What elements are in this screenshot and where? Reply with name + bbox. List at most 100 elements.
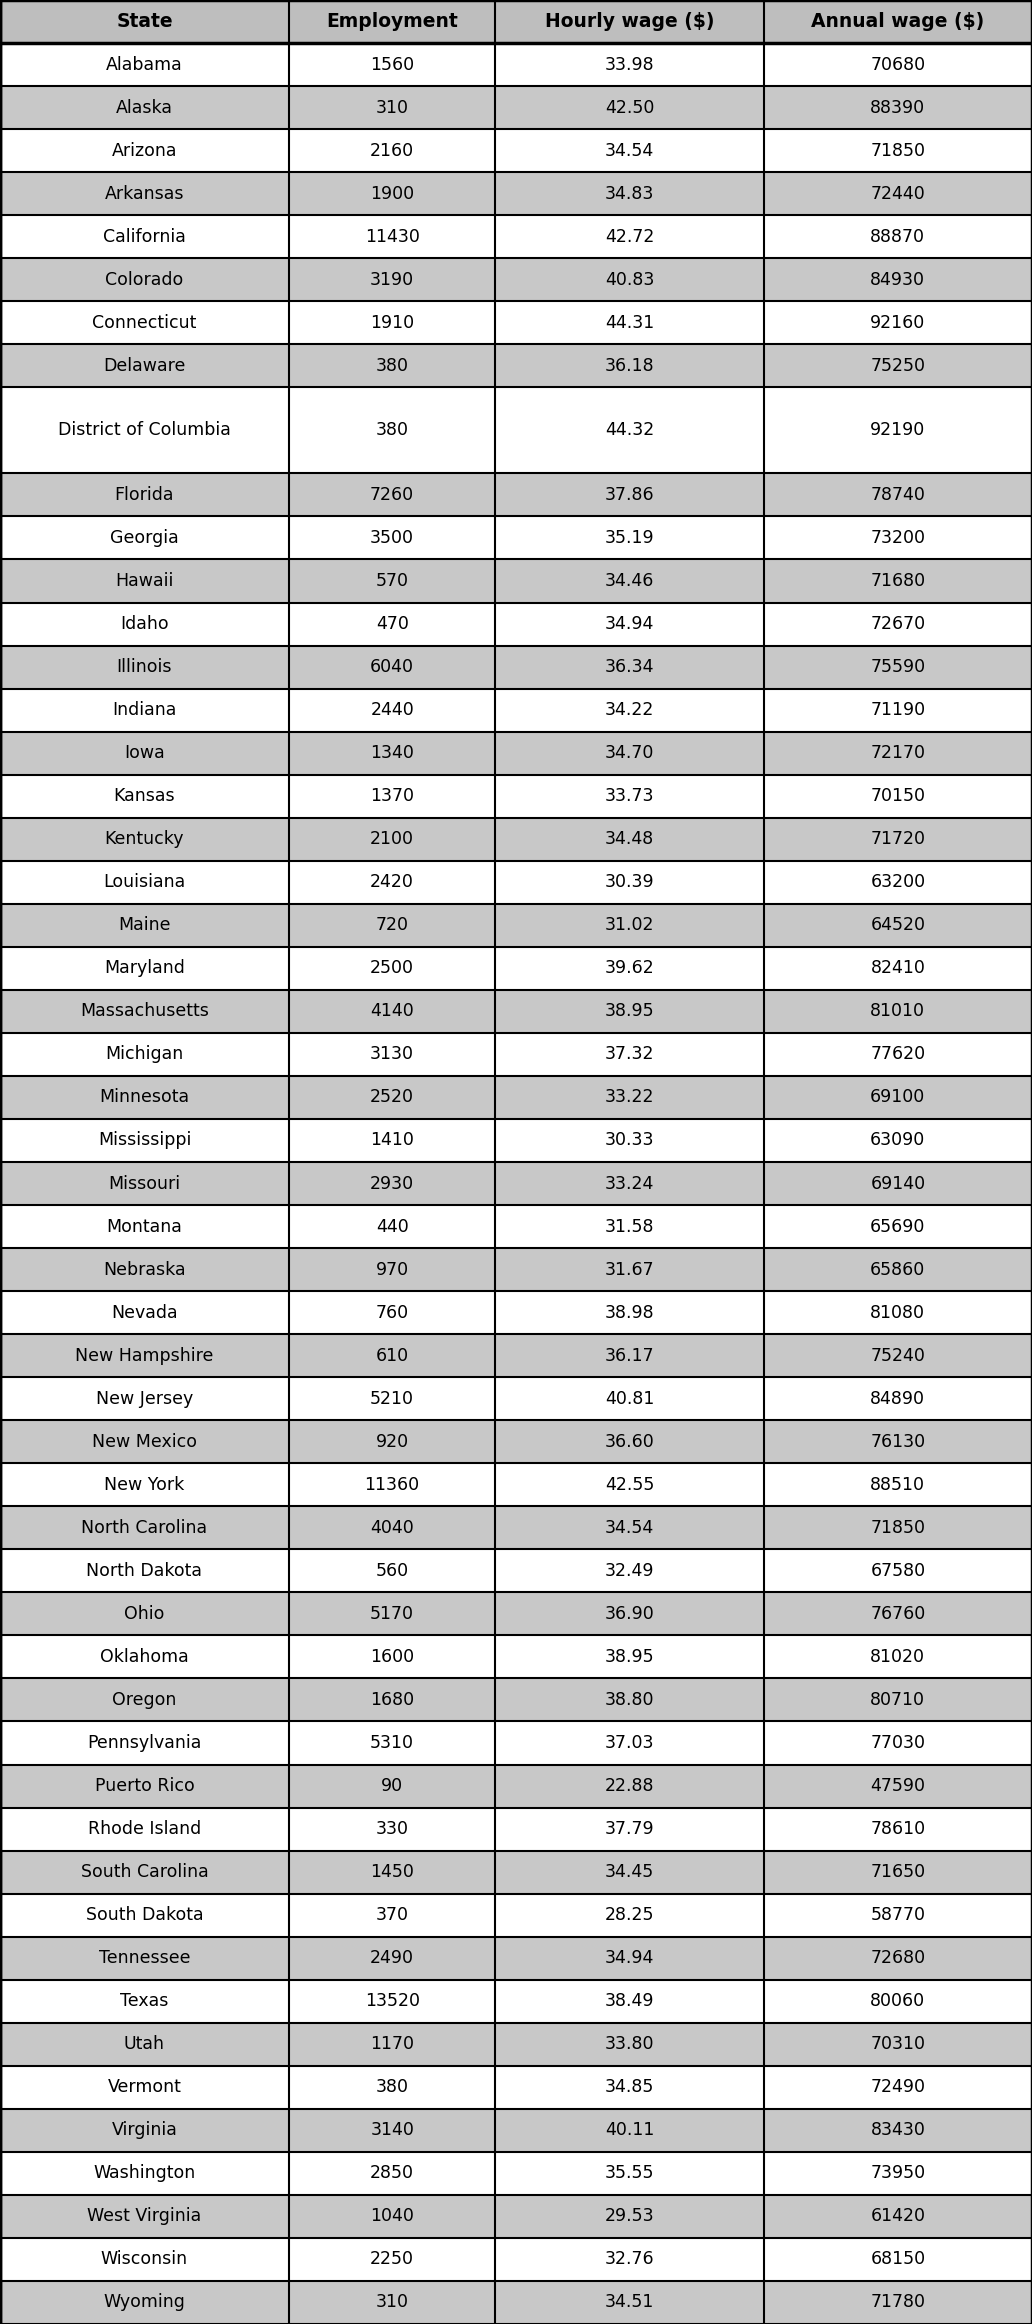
Bar	[0, 1764, 289, 1808]
Bar	[764, 1292, 1032, 1334]
Bar	[0, 44, 289, 86]
Text: North Dakota: North Dakota	[87, 1562, 202, 1580]
Text: 13520: 13520	[364, 1992, 420, 2010]
Text: Arizona: Arizona	[111, 142, 178, 160]
Bar	[495, 990, 764, 1032]
Text: 440: 440	[376, 1218, 409, 1236]
Text: Louisiana: Louisiana	[103, 874, 186, 892]
Text: Iowa: Iowa	[124, 744, 165, 762]
Bar	[495, 1980, 764, 2022]
Bar	[764, 860, 1032, 904]
Text: 92190: 92190	[870, 421, 926, 439]
Text: 36.34: 36.34	[605, 658, 654, 676]
Bar	[764, 2108, 1032, 2152]
Text: Maryland: Maryland	[104, 960, 185, 978]
Bar	[0, 602, 289, 646]
Bar	[0, 216, 289, 258]
Bar	[764, 344, 1032, 388]
Bar	[495, 1378, 764, 1420]
Text: 40.81: 40.81	[605, 1390, 654, 1408]
Bar	[495, 1334, 764, 1378]
Bar	[495, 388, 764, 474]
Bar	[764, 302, 1032, 344]
Text: 380: 380	[376, 2078, 409, 2096]
Bar	[764, 1032, 1032, 1076]
Bar	[764, 258, 1032, 302]
Bar	[764, 2238, 1032, 2280]
Bar	[495, 474, 764, 516]
Bar	[289, 44, 495, 86]
Bar	[764, 1076, 1032, 1118]
Text: 2420: 2420	[370, 874, 414, 892]
Bar	[0, 1248, 289, 1292]
Text: New Hampshire: New Hampshire	[75, 1346, 214, 1364]
Text: 1680: 1680	[370, 1692, 414, 1708]
Bar	[495, 1678, 764, 1722]
Bar	[289, 560, 495, 602]
Bar	[0, 258, 289, 302]
Bar	[289, 1850, 495, 1894]
Text: 30.39: 30.39	[605, 874, 654, 892]
Bar	[495, 1936, 764, 1980]
Text: 2520: 2520	[370, 1088, 414, 1106]
Text: Kansas: Kansas	[114, 788, 175, 804]
Text: 72680: 72680	[870, 1950, 926, 1966]
Bar	[764, 1722, 1032, 1764]
Text: 1600: 1600	[370, 1648, 414, 1666]
Bar	[764, 602, 1032, 646]
Bar	[495, 0, 764, 44]
Text: Montana: Montana	[106, 1218, 183, 1236]
Text: 44.32: 44.32	[605, 421, 654, 439]
Bar	[0, 904, 289, 946]
Text: 76130: 76130	[870, 1432, 926, 1450]
Text: Colorado: Colorado	[105, 270, 184, 288]
Text: Ohio: Ohio	[124, 1606, 165, 1622]
Text: 78740: 78740	[870, 486, 926, 504]
Bar	[495, 1118, 764, 1162]
Bar	[289, 2022, 495, 2066]
Bar	[495, 1636, 764, 1678]
Text: 77030: 77030	[870, 1734, 926, 1752]
Bar	[0, 86, 289, 130]
Text: 34.51: 34.51	[605, 2294, 654, 2312]
Bar	[0, 1206, 289, 1248]
Text: 3190: 3190	[370, 270, 414, 288]
Text: 6040: 6040	[370, 658, 414, 676]
Bar	[289, 1162, 495, 1206]
Text: 80060: 80060	[870, 1992, 926, 2010]
Text: 610: 610	[376, 1346, 409, 1364]
Bar	[764, 1378, 1032, 1420]
Bar	[289, 0, 495, 44]
Bar	[289, 1032, 495, 1076]
Bar	[764, 516, 1032, 560]
Bar	[495, 688, 764, 732]
Text: New Mexico: New Mexico	[92, 1432, 197, 1450]
Bar	[495, 86, 764, 130]
Bar	[764, 388, 1032, 474]
Bar	[0, 1032, 289, 1076]
Text: 1410: 1410	[370, 1132, 414, 1150]
Text: 5170: 5170	[370, 1606, 414, 1622]
Text: 75250: 75250	[870, 358, 926, 374]
Bar	[764, 1248, 1032, 1292]
Bar	[495, 2066, 764, 2108]
Text: 44.31: 44.31	[605, 314, 654, 332]
Text: 88870: 88870	[870, 228, 926, 246]
Bar	[0, 1378, 289, 1420]
Text: Massachusetts: Massachusetts	[80, 1002, 208, 1020]
Text: 70680: 70680	[870, 56, 926, 74]
Text: 36.60: 36.60	[605, 1432, 654, 1450]
Bar	[764, 2152, 1032, 2194]
Bar	[495, 44, 764, 86]
Bar	[0, 1808, 289, 1850]
Bar	[289, 1464, 495, 1506]
Bar	[289, 774, 495, 818]
Text: 33.24: 33.24	[605, 1174, 654, 1192]
Bar	[0, 474, 289, 516]
Bar	[0, 1936, 289, 1980]
Text: 1560: 1560	[370, 56, 414, 74]
Bar	[495, 1850, 764, 1894]
Text: Oklahoma: Oklahoma	[100, 1648, 189, 1666]
Text: 2440: 2440	[370, 702, 414, 718]
Bar	[0, 1636, 289, 1678]
